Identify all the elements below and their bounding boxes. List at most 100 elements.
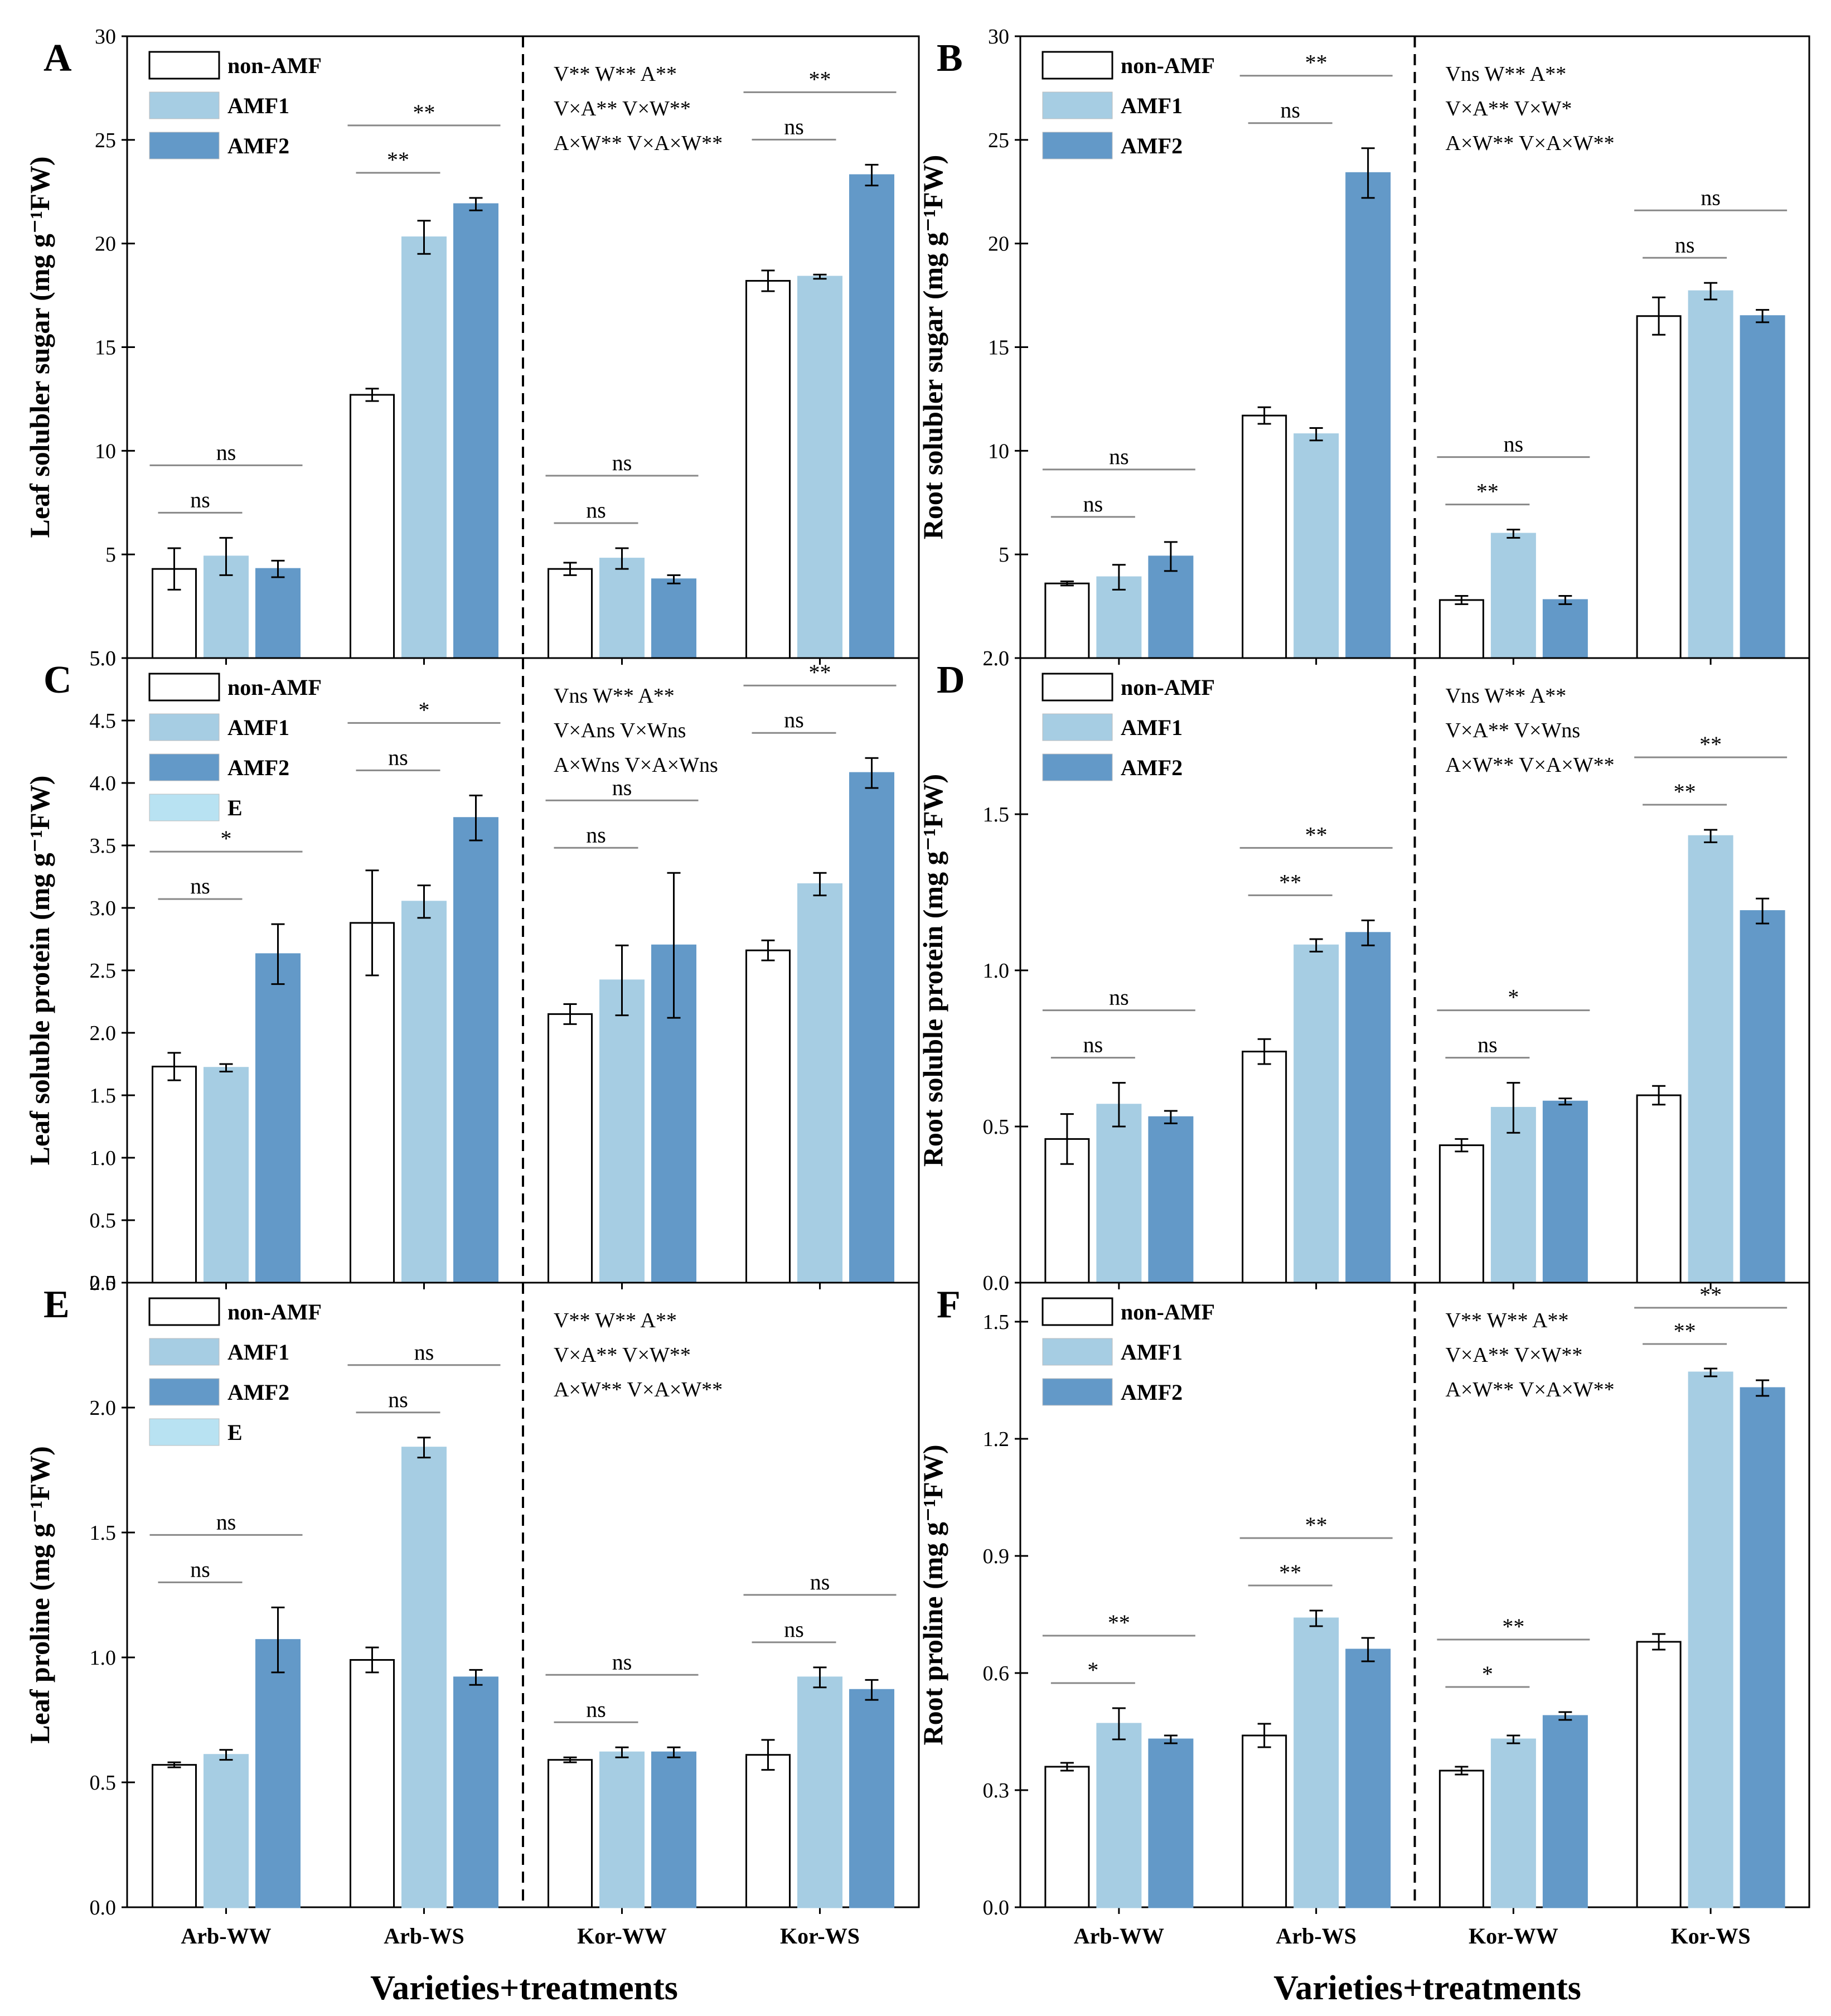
legend-label: AMF1	[227, 715, 289, 740]
bar-AMF1	[1096, 1723, 1142, 1908]
y-tick-label: 0.6	[983, 1662, 1010, 1685]
bar-non-AMF	[1242, 1051, 1287, 1284]
sig-label-long: *	[419, 697, 430, 722]
anova-stat: Vns W** A**	[554, 684, 675, 708]
bar-non-AMF	[1636, 1641, 1682, 1908]
bar-AMF1	[401, 901, 447, 1284]
sig-label-short: ns	[190, 1556, 210, 1582]
y-tick-label: 3.0	[90, 897, 117, 920]
bar-AMF1	[204, 1754, 249, 1908]
sig-label-short: **	[1279, 1560, 1301, 1585]
y-tick-label: 10	[95, 439, 116, 463]
bar-non-AMF	[1636, 1094, 1682, 1284]
legend-swatch	[1042, 1297, 1113, 1326]
legend-label: AMF2	[1121, 755, 1183, 780]
y-axis-label: Leaf solubler sugar (mg g⁻¹FW)	[24, 157, 55, 538]
anova-stat: V** W** A**	[554, 62, 677, 86]
legend-swatch	[149, 753, 220, 781]
bar-non-AMF	[1636, 315, 1682, 659]
legend-label: AMF1	[227, 1340, 289, 1365]
anova-stat: V** W** A**	[554, 1309, 677, 1332]
bar-AMF2	[849, 1689, 894, 1908]
legend-label: non-AMF	[227, 675, 322, 700]
bar-AMF1	[401, 1447, 447, 1908]
panel-letter: E	[43, 1283, 70, 1326]
bar-AMF1	[599, 1751, 645, 1908]
bar-non-AMF	[1438, 599, 1484, 659]
bar-AMF1	[1490, 1106, 1536, 1284]
legend-swatch	[148, 51, 220, 80]
bar-AMF2	[453, 817, 498, 1284]
legend-swatch	[149, 1338, 220, 1366]
panel-C: C 0.0 0.5 1.0 1.5 2.0 2.5 3.0 3.5 4.0 4.5 5.0 Leaf s…	[24, 647, 920, 1295]
sig-label-short: ns	[190, 873, 210, 898]
legend-swatch	[149, 1378, 220, 1406]
y-tick-label: 2.0	[983, 647, 1010, 670]
sig-label-short: **	[1476, 479, 1499, 504]
panel-D: D 0.0 0.5 1.0 1.5 2.0 Root soluble protein (mg…	[917, 647, 1810, 1295]
bar-AMF1	[1294, 944, 1339, 1284]
sig-label-long: **	[809, 66, 831, 91]
x-category-label: Arb-WW	[181, 1923, 271, 1949]
bar-AMF1	[599, 558, 645, 659]
anova-stat: A×W** V×A×W**	[1446, 1378, 1615, 1401]
panel-letter: F	[937, 1283, 961, 1326]
bar-AMF2	[1740, 1387, 1785, 1908]
sig-label-long: ns	[612, 450, 632, 475]
sig-label-short: **	[1279, 869, 1301, 895]
y-tick-label: 0.0	[983, 1896, 1010, 1920]
anova-stat: Vns W** A**	[1446, 62, 1567, 86]
legend-label: AMF1	[1121, 1340, 1183, 1365]
bar-AMF2	[255, 568, 301, 659]
y-axis-label: Root proline (mg g⁻¹FW)	[917, 1444, 948, 1745]
y-axis-label: Root solubler sugar (mg g⁻¹FW)	[917, 155, 948, 540]
legend-label: AMF1	[1121, 715, 1183, 740]
bar-AMF2	[1542, 1100, 1588, 1284]
sig-label-short: ns	[1083, 1032, 1103, 1057]
sig-label-long: **	[413, 100, 435, 125]
sig-label-short: ns	[190, 487, 210, 512]
bar-non-AMF	[350, 394, 395, 659]
y-tick-label: 1.0	[90, 1147, 117, 1170]
sig-label-long: **	[1305, 822, 1328, 847]
anova-stat: V×A** V×W*	[1446, 97, 1572, 120]
y-tick-label: 2.0	[90, 1022, 117, 1045]
bar-AMF1	[1688, 835, 1733, 1284]
legend-swatch	[149, 132, 220, 159]
y-tick-label: 25	[988, 129, 1009, 152]
bar-AMF2	[1542, 599, 1588, 659]
sig-label-long: *	[221, 826, 232, 851]
sig-label-long: ns	[1504, 432, 1524, 457]
sig-label-long: **	[1108, 1610, 1130, 1635]
y-tick-label: 30	[95, 25, 116, 49]
legend-label: AMF1	[1121, 93, 1183, 118]
bar-non-AMF	[548, 568, 593, 659]
sig-label-short: **	[387, 147, 409, 172]
legend-swatch	[1042, 132, 1113, 159]
sig-label-short: ns	[388, 744, 408, 770]
y-tick-label: 5	[999, 543, 1009, 567]
sig-label-short: ns	[586, 822, 606, 847]
sig-label-long: ns	[810, 1569, 830, 1594]
y-tick-label: 0.0	[90, 1896, 117, 1920]
legend-swatch	[149, 794, 220, 821]
sig-label-short: ns	[1083, 491, 1103, 516]
sig-label-long: ns	[1109, 444, 1129, 469]
y-tick-label: 0.5	[90, 1771, 117, 1795]
sig-label-short: ns	[1675, 232, 1695, 257]
sig-label-long: **	[1305, 1512, 1328, 1538]
bar-non-AMF	[1438, 1144, 1484, 1284]
y-tick-label: 30	[988, 25, 1009, 49]
legend-label: AMF2	[227, 1380, 289, 1405]
y-tick-label: 1.5	[983, 1311, 1010, 1334]
bar-AMF1	[1490, 1738, 1536, 1908]
bar-AMF2	[1740, 910, 1785, 1284]
panel-letter: C	[43, 659, 72, 702]
bar-AMF2	[1740, 315, 1785, 659]
sig-label-long: ns	[216, 439, 236, 465]
sig-label-long: ns	[414, 1340, 434, 1365]
anova-stat: A×W** V×A×W**	[554, 1378, 723, 1401]
bar-AMF2	[1148, 1116, 1194, 1284]
y-tick-label: 5	[105, 543, 116, 567]
anova-stat: V×Ans V×Wns	[554, 719, 686, 742]
